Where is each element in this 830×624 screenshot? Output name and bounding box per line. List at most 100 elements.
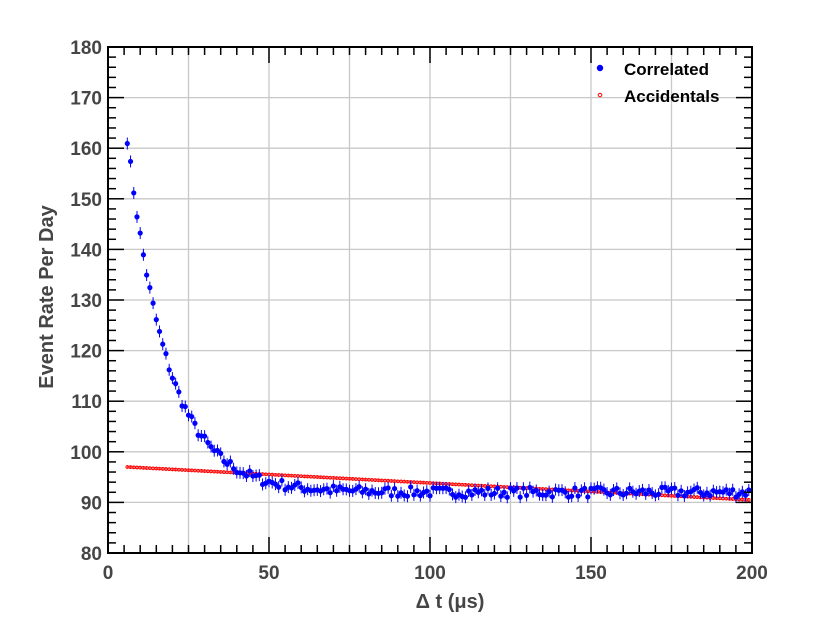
correlated-point [501,489,507,495]
correlated-point [169,375,175,381]
correlated-point [730,487,736,493]
y-tick-label: 150 [70,190,102,211]
series-correlated [124,137,752,504]
correlated-point [408,484,414,490]
correlated-point [160,341,166,347]
correlated-point [446,486,452,493]
correlated-point [614,485,620,492]
correlated-point [656,491,662,497]
x-tick-label: 50 [258,563,279,584]
correlated-point [137,230,143,236]
correlated-point [356,484,362,490]
correlated-point [256,472,262,478]
correlated-point [581,485,588,491]
legend-entry-correlated: Correlated [596,60,709,79]
tick-labels: 0 50 100 150 200 80 90 100 110 120 130 140 150 160 170… [70,38,768,584]
correlated-point [527,484,533,491]
correlated-point [359,489,365,495]
y-tick-label: 170 [70,89,102,110]
legend: Correlated Accidentals [596,60,719,106]
x-axis-title: Δ t (μs) [416,591,485,613]
correlated-point [388,493,394,499]
correlated-point [192,420,198,426]
correlated-point [662,484,668,490]
axis-ticks [107,46,753,554]
y-tick-label: 140 [70,240,102,261]
correlated-point [144,272,150,278]
y-tick-label: 130 [70,291,102,312]
correlated-point [546,489,552,495]
correlated-point [385,485,391,491]
x-tick-label: 0 [103,563,114,584]
correlated-point [124,140,130,147]
correlated-point [411,492,417,498]
y-tick-label: 100 [70,443,102,464]
correlated-point [549,494,555,500]
correlated-point [176,389,182,395]
correlated-point [243,473,250,479]
correlated-point [324,486,330,492]
legend-label-correlated: Correlated [624,60,709,79]
correlated-point [575,493,581,499]
legend-label-accidentals: Accidentals [624,87,719,106]
correlated-point [166,367,172,373]
y-tick-label: 110 [71,392,102,413]
legend-entry-accidentals: Accidentals [597,87,719,106]
x-tick-label: 100 [414,563,446,584]
x-tick-label: 150 [575,563,607,584]
correlated-point [153,317,159,323]
correlated-point [572,485,578,491]
y-tick-label: 90 [81,493,102,514]
correlated-point [208,444,214,450]
correlated-point [646,487,652,493]
correlated-point [276,484,282,490]
correlated-point [230,466,237,472]
correlated-point [524,492,530,499]
correlated-point [202,433,208,439]
grid-lines [108,47,752,553]
y-axis-title: Event Rate Per Day [36,204,58,388]
correlated-point [417,493,423,499]
correlated-point [623,490,630,496]
y-tick-label: 80 [81,544,102,565]
correlated-point [601,486,607,493]
correlated-point [746,487,752,493]
accidentals-point [746,498,751,502]
correlated-point [533,487,539,494]
correlated-point [147,285,153,291]
correlated-point [485,485,491,491]
data-series [124,137,752,504]
correlated-point [205,439,211,446]
correlated-point [543,492,549,498]
correlated-point [131,190,137,196]
correlated-point [134,214,140,220]
correlated-point [495,485,501,491]
correlated-point [404,493,411,499]
correlated-point [427,493,433,499]
legend-marker-correlated [596,64,604,72]
correlated-point [395,493,401,499]
correlated-point [607,492,613,498]
correlated-point [681,493,687,499]
correlated-point [462,494,469,500]
correlated-point [504,494,510,500]
correlated-point [279,477,285,484]
correlated-point [672,485,678,491]
correlated-point [391,485,398,492]
correlated-point [140,252,147,258]
correlated-point [156,328,163,335]
correlated-point [363,486,369,492]
correlated-point [498,493,504,499]
legend-marker-accidentals [597,92,603,98]
correlated-point [627,485,633,491]
correlated-point [334,488,340,494]
correlated-point [127,158,134,165]
correlated-point [726,491,733,497]
correlated-point [643,491,649,497]
correlated-point [517,494,523,500]
correlated-point [173,381,179,387]
correlated-point [675,492,681,498]
correlated-point [694,485,700,491]
correlated-point [298,484,304,491]
